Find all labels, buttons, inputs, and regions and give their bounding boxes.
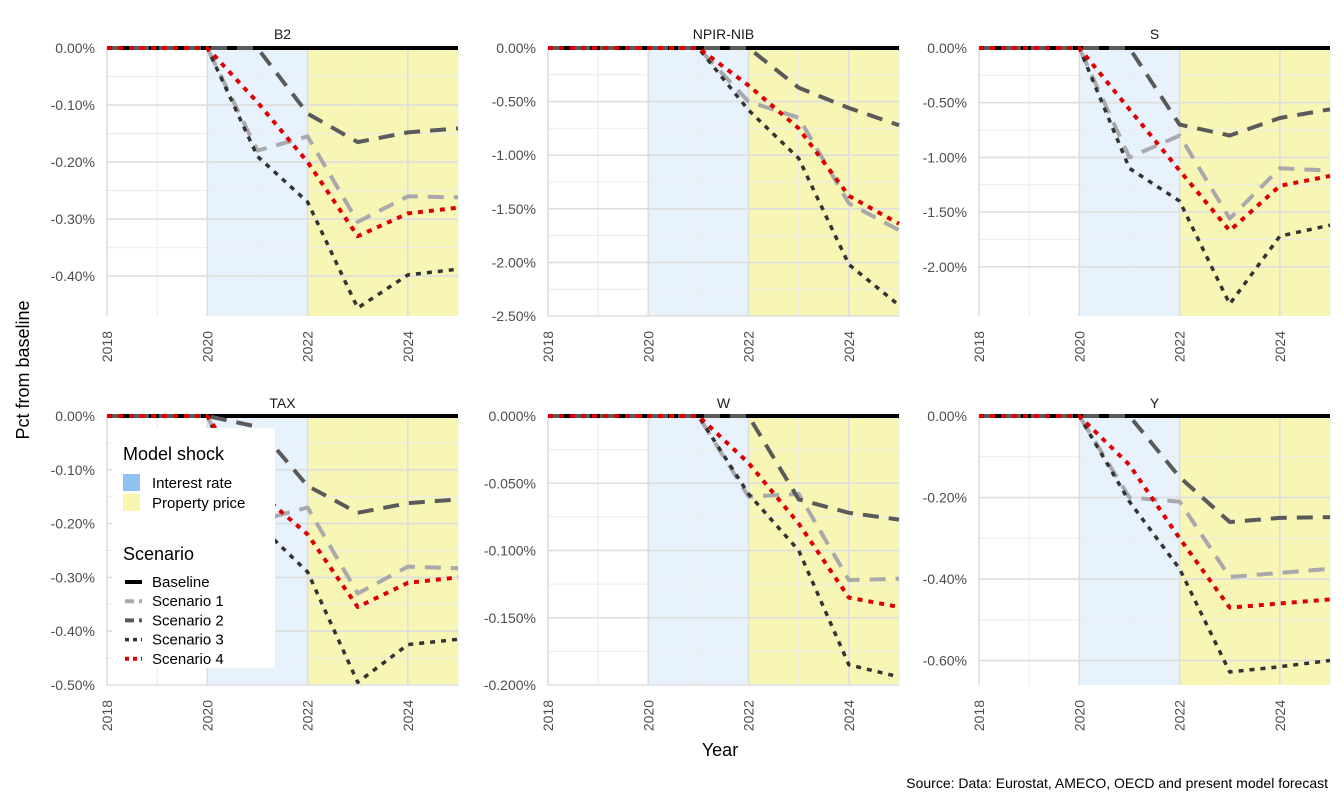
- shock-band-property-price: [1179, 416, 1330, 685]
- x-tick-label: 2022: [300, 700, 316, 731]
- legend: Model shock Interest rate Property price…: [112, 428, 275, 668]
- series-line-scenario-4: [107, 46, 459, 239]
- y-tick-label: -2.00%: [923, 259, 967, 275]
- y-tick-label: -1.00%: [492, 147, 536, 163]
- x-tick-label: 2024: [400, 700, 416, 731]
- x-tick-label: 2022: [741, 331, 757, 362]
- y-tick-label: -2.50%: [492, 308, 536, 324]
- x-tick-label: 2018: [99, 331, 115, 362]
- y-tick-label: -0.60%: [923, 653, 967, 669]
- legend-scenario-items: Baseline Scenario 1 Scenario 2 Scenario 3 Sc…: [125, 574, 224, 668]
- y-tick-label: -0.10%: [51, 462, 95, 478]
- x-tick-label: 2020: [199, 700, 215, 731]
- x-axis-title: Year: [702, 740, 738, 760]
- panel-title: Y: [1150, 395, 1160, 411]
- y-tick-label: -0.50%: [923, 95, 967, 111]
- series-line-scenario-4: [107, 414, 459, 609]
- y-tick-label: -0.10%: [51, 97, 95, 113]
- y-tick-label: -0.30%: [51, 569, 95, 585]
- x-tick-label: 2018: [540, 331, 556, 362]
- panel-npir-nib: NPIR-NIB 0.00% -0.50% -1.00% -1.50% -2.00% -2.…: [492, 26, 901, 362]
- y-tick-label: 0.00%: [55, 40, 95, 56]
- panel-y: Y 0.00% -0.20% -0.40% -0.60% 2018 2020 2022 2024: [923, 395, 1331, 731]
- panel-s: S 0.00% -0.50% -1.00% -1.50% -2.00% 2018 2020 20…: [923, 26, 1331, 362]
- series-line-scenario-4: [548, 414, 900, 609]
- y-tick-label: -1.00%: [923, 149, 967, 165]
- series-line-scenario-4: [548, 46, 900, 226]
- series-line-scenario-4: [979, 414, 1331, 610]
- x-tick-label: 2024: [841, 700, 857, 731]
- x-tick-label: 2020: [640, 700, 656, 731]
- legend-scenario-title: Scenario: [123, 544, 194, 564]
- y-tick-label: -0.50%: [51, 677, 95, 693]
- legend-background: [112, 428, 275, 668]
- legend-label-baseline: Baseline: [152, 574, 210, 591]
- x-tick-label: 2020: [199, 331, 215, 362]
- source-caption: Source: Data: Eurostat, AMECO, OECD and …: [906, 775, 1328, 791]
- x-tick-label: 2018: [99, 700, 115, 731]
- panel-title: S: [1150, 26, 1159, 42]
- y-tick-label: -0.20%: [923, 490, 967, 506]
- series-line-scenario-4: [979, 46, 1331, 233]
- panel-w: W 0.000% -0.050% -0.100% -0.150% -0.200%2018 2…: [484, 395, 900, 731]
- y-tick-label: -1.50%: [923, 204, 967, 220]
- x-tick-label: 2022: [1172, 700, 1188, 731]
- y-tick-label: -2.00%: [492, 254, 536, 270]
- y-tick-label: -0.40%: [51, 623, 95, 639]
- y-tick-label: -0.20%: [51, 154, 95, 170]
- x-tick-label: 2024: [1272, 700, 1288, 731]
- legend-label-scenario-4: Scenario 4: [152, 651, 224, 668]
- y-tick-label: 0.00%: [927, 40, 967, 56]
- y-tick-label: -0.50%: [492, 94, 536, 110]
- panel-title: B2: [274, 26, 291, 42]
- y-tick-label: -1.50%: [492, 201, 536, 217]
- legend-swatch-property-price: [123, 494, 140, 511]
- y-tick-label: 0.00%: [927, 408, 967, 424]
- x-tick-label: 2024: [841, 331, 857, 362]
- x-tick-label: 2022: [1172, 331, 1188, 362]
- legend-label-property-price: Property price: [152, 495, 245, 512]
- y-tick-label: -0.40%: [51, 268, 95, 284]
- x-tick-label: 2018: [971, 700, 987, 731]
- y-tick-label: -0.100%: [484, 543, 536, 559]
- legend-label-scenario-3: Scenario 3: [152, 632, 224, 649]
- y-tick-label: 0.00%: [55, 408, 95, 424]
- x-tick-label: 2022: [300, 331, 316, 362]
- panel-title: NPIR-NIB: [693, 26, 754, 42]
- x-tick-label: 2020: [640, 331, 656, 362]
- legend-shock-title: Model shock: [123, 444, 225, 464]
- y-axis-title: Pct from baseline: [13, 300, 33, 439]
- x-tick-label: 2018: [971, 331, 987, 362]
- legend-label-interest-rate: Interest rate: [152, 475, 232, 492]
- legend-label-scenario-2: Scenario 2: [152, 612, 224, 629]
- y-tick-label: -0.050%: [484, 475, 536, 491]
- x-tick-label: 2024: [400, 331, 416, 362]
- x-tick-label: 2022: [741, 700, 757, 731]
- y-tick-label: -0.20%: [51, 516, 95, 532]
- x-tick-label: 2020: [1071, 331, 1087, 362]
- legend-label-scenario-1: Scenario 1: [152, 593, 224, 610]
- x-tick-label: 2020: [1071, 700, 1087, 731]
- y-tick-label: -0.150%: [484, 610, 536, 626]
- x-tick-label: 2018: [540, 700, 556, 731]
- x-tick-label: 2024: [1272, 331, 1288, 362]
- panels-layer: B2 0.00% -0.10% -0.20% -0.30% -0.40% 2018 2020 2…: [51, 26, 1331, 731]
- panel-title: W: [717, 395, 731, 411]
- legend-swatch-interest-rate: [123, 474, 140, 491]
- y-tick-label: 0.000%: [489, 408, 536, 424]
- y-tick-label: -0.200%: [484, 677, 536, 693]
- y-tick-label: -0.40%: [923, 571, 967, 587]
- panel-title: TAX: [269, 395, 296, 411]
- y-tick-label: 0.00%: [496, 40, 536, 56]
- panel-b2: B2 0.00% -0.10% -0.20% -0.30% -0.40% 2018 2020 2…: [51, 26, 459, 362]
- y-tick-label: -0.30%: [51, 211, 95, 227]
